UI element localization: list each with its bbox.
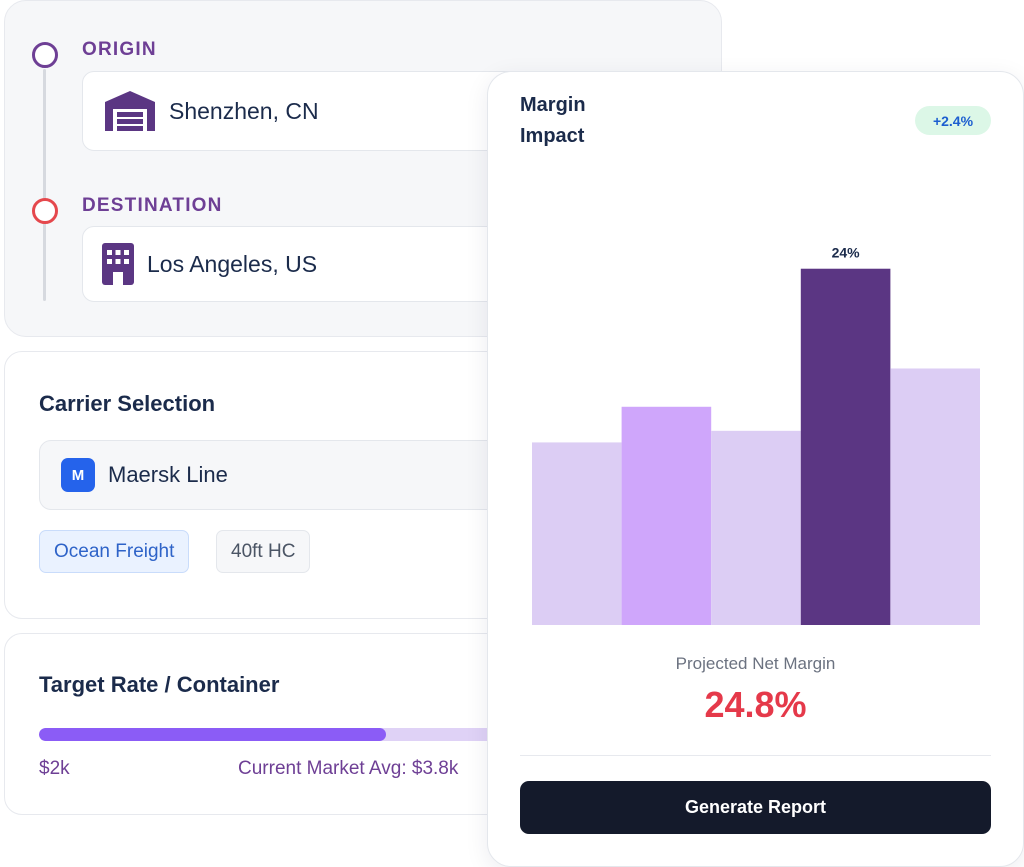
origin-marker xyxy=(32,42,58,68)
origin-value: Shenzhen, CN xyxy=(169,97,319,124)
origin-label: ORIGIN xyxy=(82,39,157,60)
route-timeline xyxy=(43,69,46,301)
divider xyxy=(520,755,991,756)
maersk-logo-icon: M xyxy=(61,458,95,492)
warehouse-icon xyxy=(103,87,157,135)
margin-impact-card: Margin Impact +2.4% 24% Projected Net Ma… xyxy=(487,71,1024,867)
destination-marker xyxy=(32,198,58,224)
rate-slider-fill xyxy=(39,728,387,741)
carrier-selection-card: Carrier Selection M Maersk Line Ocean Fr… xyxy=(4,351,559,619)
chart-bar-4 xyxy=(800,268,891,625)
carrier-name: Maersk Line xyxy=(108,462,228,487)
destination-label: DESTINATION xyxy=(82,195,223,216)
projected-net-margin-label: Projected Net Margin xyxy=(675,654,836,673)
target-rate-title: Target Rate / Container xyxy=(39,672,280,697)
margin-chart-svg: 24% xyxy=(532,245,980,625)
carrier-selection-title: Carrier Selection xyxy=(39,391,216,416)
margin-bar-chart: 24% xyxy=(532,242,980,625)
chart-bar-1 xyxy=(532,442,622,625)
margin-impact-title: Margin Impact xyxy=(520,94,586,147)
chart-bar-5 xyxy=(890,368,980,625)
market-average-label: Current Market Avg: $3.8k xyxy=(238,758,459,779)
tag-container-size[interactable]: 40ft HC xyxy=(216,530,311,573)
chart-bar-value-label: 24% xyxy=(832,245,861,261)
chart-bar-2 xyxy=(621,406,712,625)
target-rate-card: Target Rate / Container $2k Current Mark… xyxy=(4,633,599,815)
rate-min-label: $2k xyxy=(39,758,70,779)
building-icon xyxy=(101,240,135,288)
rate-slider[interactable] xyxy=(39,728,599,741)
destination-value: Los Angeles, US xyxy=(147,250,318,277)
tag-ocean-freight[interactable]: Ocean Freight xyxy=(39,530,190,573)
chart-bar-3 xyxy=(711,430,801,625)
carrier-select[interactable]: M Maersk Line xyxy=(39,440,559,510)
generate-report-button[interactable]: Generate Report xyxy=(520,781,991,834)
margin-delta-badge: +2.4% xyxy=(915,106,991,135)
projected-net-margin-value: 24.8% xyxy=(704,684,807,725)
